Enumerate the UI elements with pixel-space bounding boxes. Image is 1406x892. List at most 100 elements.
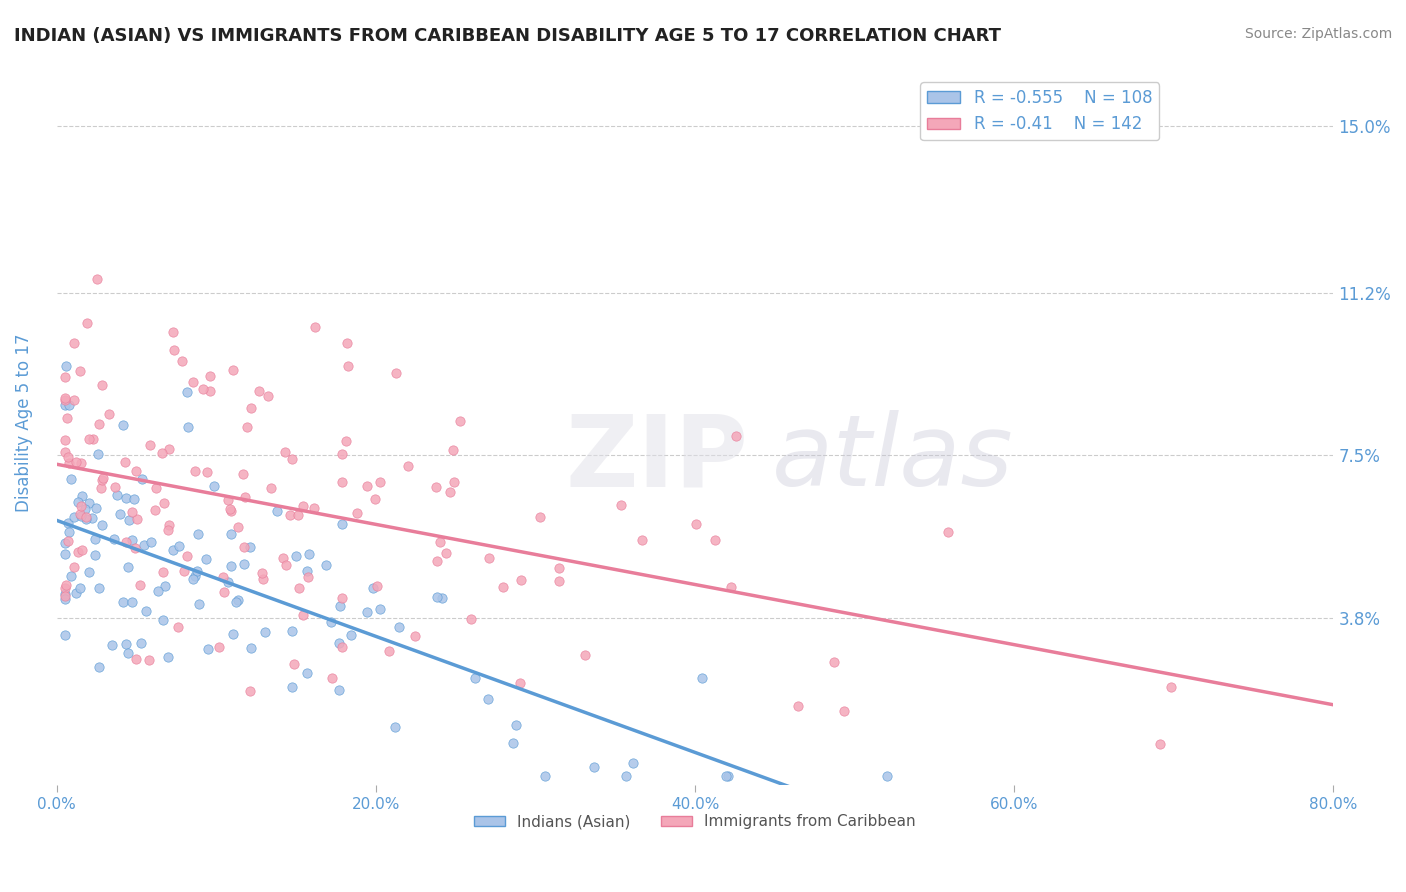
Point	[429, 534, 451, 549]
Point	[449, 414, 471, 428]
Point	[55, 578, 77, 592]
Point	[336, 359, 359, 373]
Point	[218, 575, 240, 590]
Point	[75, 512, 97, 526]
Point	[63, 335, 86, 350]
Point	[121, 533, 143, 547]
Point	[361, 581, 384, 595]
Point	[714, 769, 737, 783]
Point	[118, 513, 141, 527]
Point	[384, 720, 406, 734]
Point	[460, 612, 482, 626]
Point	[321, 671, 343, 685]
Point	[198, 368, 221, 383]
Point	[236, 419, 259, 434]
Point	[138, 653, 160, 667]
Point	[70, 508, 93, 523]
Point	[200, 384, 222, 398]
Point	[295, 665, 318, 680]
Point	[63, 560, 86, 574]
Point	[87, 447, 110, 461]
Point	[278, 508, 301, 522]
Point	[582, 760, 605, 774]
Point	[283, 657, 305, 671]
Point	[152, 566, 174, 580]
Point	[66, 545, 89, 559]
Point	[152, 613, 174, 627]
Point	[125, 464, 148, 478]
Point	[105, 488, 128, 502]
Point	[221, 504, 243, 518]
Point	[292, 500, 315, 514]
Point	[53, 589, 76, 603]
Point	[621, 756, 644, 770]
Point	[434, 546, 457, 560]
Point	[127, 512, 149, 526]
Point	[156, 650, 179, 665]
Point	[936, 525, 959, 540]
Point	[70, 499, 93, 513]
Point	[280, 680, 302, 694]
Point	[188, 597, 211, 611]
Point	[181, 375, 204, 389]
Point	[221, 627, 243, 641]
Point	[60, 568, 83, 582]
Point	[250, 566, 273, 580]
Point	[631, 533, 654, 548]
Point	[91, 517, 114, 532]
Point	[156, 523, 179, 537]
Point	[197, 642, 219, 657]
Point	[328, 682, 350, 697]
Point	[53, 370, 76, 384]
Point	[478, 550, 501, 565]
Point	[87, 581, 110, 595]
Point	[297, 570, 319, 584]
Point	[225, 594, 247, 608]
Point	[176, 385, 198, 400]
Point	[239, 683, 262, 698]
Point	[274, 445, 297, 459]
Point	[235, 490, 257, 504]
Point	[84, 548, 107, 562]
Point	[195, 466, 218, 480]
Point	[124, 541, 146, 556]
Point	[287, 508, 309, 522]
Point	[82, 432, 104, 446]
Point	[70, 542, 93, 557]
Point	[115, 491, 138, 505]
Point	[53, 391, 76, 405]
Point	[202, 478, 225, 492]
Point	[172, 353, 194, 368]
Point	[75, 509, 97, 524]
Point	[529, 509, 551, 524]
Point	[53, 587, 76, 601]
Point	[509, 676, 531, 690]
Point	[84, 501, 107, 516]
Point	[426, 590, 449, 604]
Point	[97, 407, 120, 421]
Point	[125, 652, 148, 666]
Point	[184, 569, 207, 583]
Point	[464, 672, 486, 686]
Point	[100, 638, 122, 652]
Point	[56, 533, 79, 548]
Point	[104, 479, 127, 493]
Point	[93, 470, 115, 484]
Point	[240, 641, 263, 656]
Point	[253, 625, 276, 640]
Point	[53, 547, 76, 561]
Point	[162, 325, 184, 339]
Point	[232, 540, 254, 554]
Point	[690, 672, 713, 686]
Point	[111, 417, 134, 432]
Point	[82, 511, 104, 525]
Point	[502, 736, 524, 750]
Point	[426, 553, 449, 567]
Point	[315, 558, 337, 572]
Point	[319, 615, 342, 629]
Point	[139, 438, 162, 452]
Point	[477, 692, 499, 706]
Point	[340, 627, 363, 641]
Point	[212, 570, 235, 584]
Point	[207, 640, 229, 655]
